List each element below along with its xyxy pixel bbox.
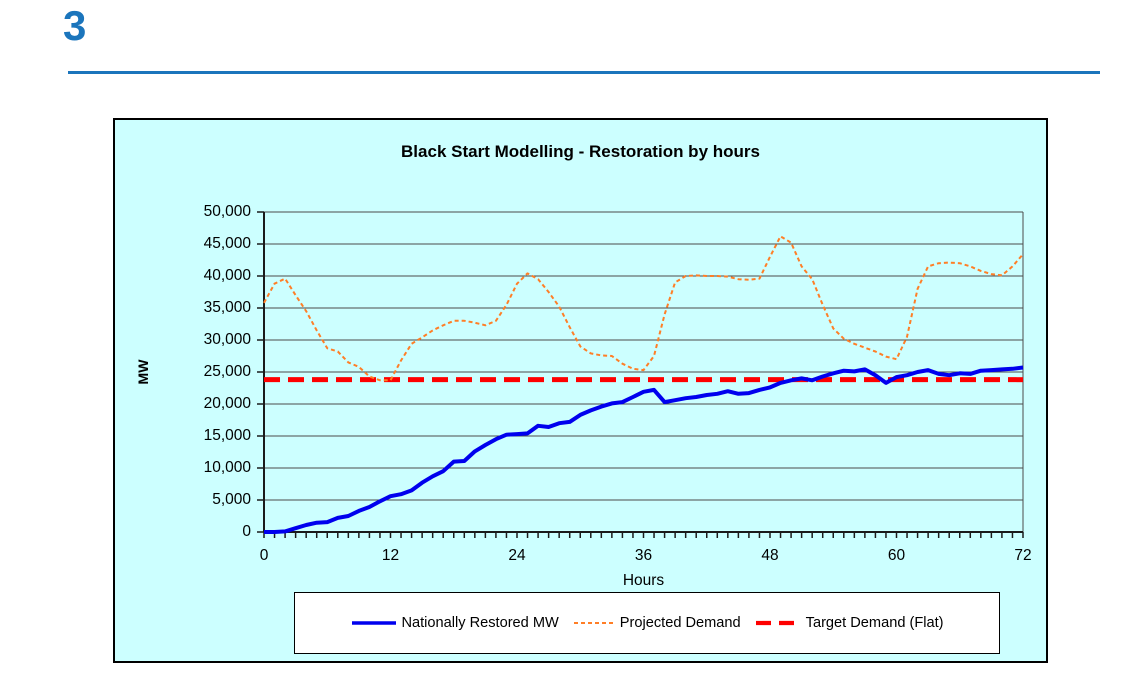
y-tick-label: 45,000 [203,235,251,252]
projected-line-swatch-icon [573,622,616,624]
y-tick-label: 15,000 [203,427,251,444]
target-line-swatch-icon [755,620,802,626]
x-tick-label: 0 [259,547,269,564]
y-tick-label: 35,000 [203,299,251,316]
y-tick-label: 50,000 [203,203,251,220]
plot-area [257,211,1024,538]
y-tick-label: 20,000 [203,395,251,412]
x-tick-label: 24 [508,547,526,564]
y-tick-label: 25,000 [203,363,251,380]
x-tick-label: 60 [887,547,906,564]
legend-label-projected: Projected Demand [619,615,741,631]
slide-number: 3 [63,2,87,49]
y-tick-label: 10,000 [203,459,251,476]
title-rule [68,71,1100,74]
x-axis-title: Hours [622,572,665,589]
x-tick-label: 72 [1014,547,1032,564]
series-line-projected [263,235,1024,382]
legend-label-target: Target Demand (Flat) [805,615,944,631]
legend-label-restored: Nationally Restored MW [401,615,559,631]
y-tick-label: 0 [242,523,251,540]
x-tick-label: 12 [381,547,400,564]
chart-legend: Nationally Restored MW Projected Demand … [294,592,1000,654]
y-tick-label: 30,000 [203,331,251,348]
legend-item-target: Target Demand (Flat) [755,615,944,631]
series-line-restored [264,365,1024,534]
restored-line-swatch-icon [352,621,397,625]
chart-frame: Black Start Modelling - Restoration by h… [113,118,1048,663]
legend-item-restored: Nationally Restored MW [350,615,559,631]
y-tick-label: 40,000 [203,267,251,284]
legend-item-projected: Projected Demand [573,615,741,631]
y-tick-label: 5,000 [212,491,251,508]
x-tick-label: 36 [634,547,653,564]
x-tick-label: 48 [761,547,779,564]
chart-title: Black Start Modelling - Restoration by h… [401,142,760,161]
